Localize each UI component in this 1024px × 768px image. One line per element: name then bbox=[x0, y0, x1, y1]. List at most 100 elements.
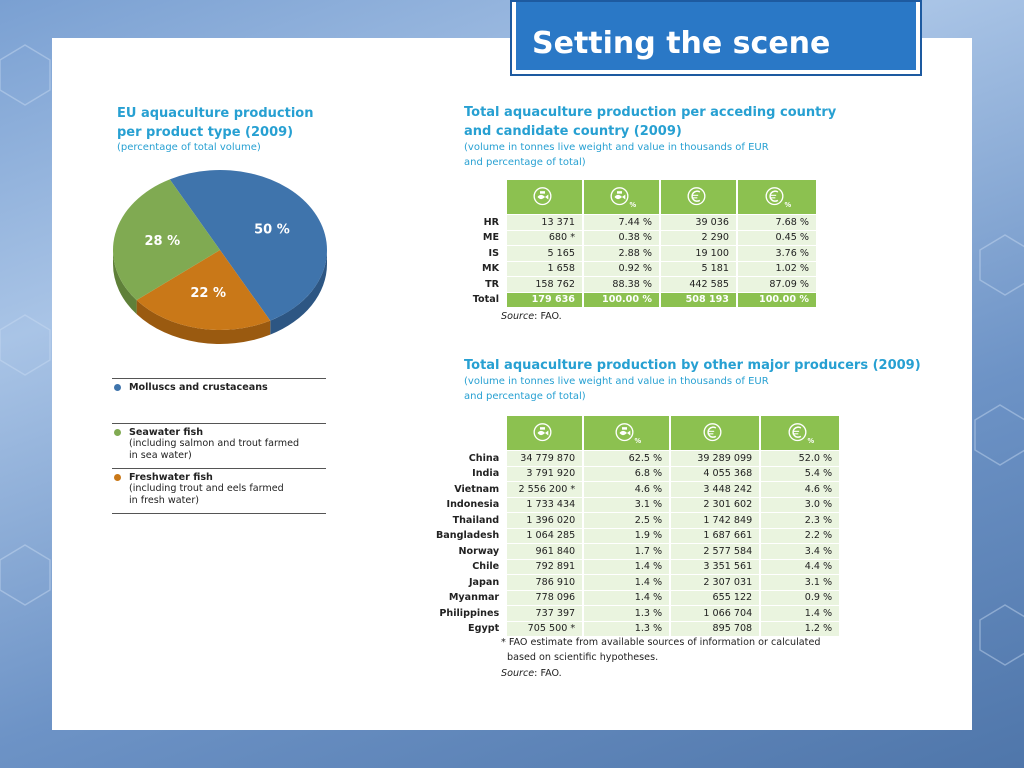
table-cell: 895 708 bbox=[670, 621, 762, 637]
svg-text:%: % bbox=[629, 201, 636, 209]
table2-title: Total aquaculture production by other ma… bbox=[464, 358, 921, 373]
table-cell: 442 585 bbox=[660, 276, 738, 293]
table-cell: 1.4 % bbox=[583, 574, 672, 591]
table-cell: 655 122 bbox=[670, 590, 762, 606]
country-label: Myanmar bbox=[448, 592, 500, 604]
volume-icon bbox=[530, 423, 560, 442]
table1-header-row: %% bbox=[455, 180, 818, 215]
svg-text:%: % bbox=[808, 437, 815, 445]
volume-percent-icon: % bbox=[612, 423, 642, 445]
table-cell: 4.6 % bbox=[760, 481, 842, 498]
table1-header-blank bbox=[455, 180, 507, 215]
table-cell: 6.8 % bbox=[583, 466, 672, 482]
table-cell: 100.00 % bbox=[737, 292, 818, 308]
table2-note-line1: * FAO estimate from available sources of… bbox=[501, 637, 821, 648]
table-cell: 680 * bbox=[507, 230, 584, 246]
pie-subtitle: (percentage of total volume) bbox=[117, 142, 261, 153]
country-label: Egypt bbox=[468, 623, 500, 635]
table-cell: 2.2 % bbox=[760, 528, 842, 544]
table1-title-line1: Total aquaculture production per accedin… bbox=[464, 105, 837, 120]
table-cell: 3 791 920 bbox=[507, 466, 585, 482]
table-cell: 5 181 bbox=[660, 261, 738, 277]
table2-header-row: %% bbox=[436, 416, 842, 451]
table-cell: 1.3 % bbox=[583, 621, 672, 637]
slide-title-fill bbox=[516, 2, 916, 70]
euro-percent-icon: % bbox=[762, 187, 792, 209]
table-cell: 3.1 % bbox=[760, 574, 842, 591]
country-label: Bangladesh bbox=[436, 530, 500, 542]
legend-sub-seawater-1: (including salmon and trout farmed bbox=[129, 438, 300, 449]
euro-percent-icon: % bbox=[785, 423, 815, 445]
table-row: Chile 792 891 1.4 % 3 351 561 4.4 % bbox=[436, 559, 842, 575]
table-cell: 52.0 % bbox=[760, 450, 842, 467]
table-cell: 39 289 099 bbox=[670, 450, 762, 467]
country-label: MK bbox=[482, 263, 499, 275]
table-cell: 737 397 bbox=[507, 605, 585, 622]
table1-source: Source: FAO. bbox=[501, 311, 562, 322]
table-cell: 13 371 bbox=[507, 214, 584, 231]
table1-subtitle-line2: and percentage of total) bbox=[464, 157, 586, 168]
table1-title-line2: and candidate country (2009) bbox=[464, 124, 682, 139]
table-row: IS 5 165 2.88 % 19 100 3.76 % bbox=[455, 245, 818, 262]
table2-subtitle-line2: and percentage of total) bbox=[464, 391, 586, 402]
legend-sub-seawater-2: in sea water) bbox=[129, 450, 192, 461]
table-cell: 0.92 % bbox=[583, 261, 661, 277]
table-cell: 1 396 020 bbox=[507, 512, 585, 529]
slide-title-box: Setting the scene bbox=[510, 0, 922, 76]
legend-title-molluscs: Molluscs and crustaceans bbox=[129, 382, 268, 393]
table-row: HR 13 371 7.44 % 39 036 7.68 % bbox=[455, 214, 818, 231]
table-cell: 778 096 bbox=[507, 590, 585, 606]
table-cell: 1.7 % bbox=[583, 543, 672, 560]
table-cell: 2 290 bbox=[660, 230, 738, 246]
country-label: China bbox=[468, 452, 500, 464]
pie-label: 22 % bbox=[190, 286, 226, 301]
table-row: Philippines 737 397 1.3 % 1 066 704 1.4 % bbox=[436, 605, 842, 622]
table-cell: 1 658 bbox=[507, 261, 584, 277]
table-cell: 1 064 285 bbox=[507, 528, 585, 544]
table-cell: 1 066 704 bbox=[670, 605, 762, 622]
pie-slice-side bbox=[136, 300, 271, 344]
legend-dot-molluscs bbox=[114, 384, 121, 391]
country-label: Japan bbox=[468, 576, 500, 588]
table1-header-cell bbox=[507, 180, 584, 215]
table-row: Indonesia 1 733 434 3.1 % 2 301 602 3.0 % bbox=[436, 497, 842, 513]
pie-label: 50 % bbox=[254, 222, 290, 237]
country-label: Chile bbox=[472, 561, 500, 573]
table-row: China 34 779 870 62.5 % 39 289 099 52.0 % bbox=[436, 450, 842, 467]
table-row: MK 1 658 0.92 % 5 181 1.02 % bbox=[455, 261, 818, 277]
table2-header-blank bbox=[436, 416, 507, 451]
table-cell: 34 779 870 bbox=[507, 450, 585, 467]
volume-icon bbox=[530, 187, 560, 206]
table-cell: 4 055 368 bbox=[670, 466, 762, 482]
table-cell: 179 636 bbox=[507, 292, 584, 308]
table-row: Norway 961 840 1.7 % 2 577 584 3.4 % bbox=[436, 543, 842, 560]
table-cell: 1.4 % bbox=[760, 605, 842, 622]
legend-dot-freshwater bbox=[114, 474, 121, 481]
table1-header-cell: % bbox=[737, 180, 818, 215]
country-label: HR bbox=[483, 216, 499, 228]
table-row: Bangladesh 1 064 285 1.9 % 1 687 661 2.2 % bbox=[436, 528, 842, 544]
table-cell: 158 762 bbox=[507, 276, 584, 293]
pie-slice-molluscs bbox=[169, 170, 327, 321]
table-cell: 2 577 584 bbox=[670, 543, 762, 560]
euro-icon bbox=[700, 423, 730, 442]
table-row: TR 158 762 88.38 % 442 585 87.09 % bbox=[455, 276, 818, 293]
table2-header-cell bbox=[670, 416, 762, 451]
legend-divider bbox=[112, 468, 326, 469]
table-cell: 4.4 % bbox=[760, 559, 842, 575]
table-cell: 5 165 bbox=[507, 245, 584, 262]
table-cell: 792 891 bbox=[507, 559, 585, 575]
pie-title-line2: per product type (2009) bbox=[117, 125, 294, 140]
table-cell: 4.6 % bbox=[583, 481, 672, 498]
legend-dot-seawater bbox=[114, 429, 121, 436]
table-cell: 0.9 % bbox=[760, 590, 842, 606]
country-label: India bbox=[472, 468, 500, 480]
table2: %% China 34 779 870 62.5 % 39 289 099 52.0 % I… bbox=[436, 416, 842, 637]
volume-percent-icon: % bbox=[607, 187, 637, 209]
country-label: Vietnam bbox=[454, 483, 500, 495]
table-cell: 1.3 % bbox=[583, 605, 672, 622]
table-row: Vietnam 2 556 200 * 4.6 % 3 448 242 4.6 % bbox=[436, 481, 842, 498]
table-cell: 7.68 % bbox=[737, 214, 818, 231]
table-cell: 1 742 849 bbox=[670, 512, 762, 529]
legend-divider bbox=[112, 513, 326, 514]
